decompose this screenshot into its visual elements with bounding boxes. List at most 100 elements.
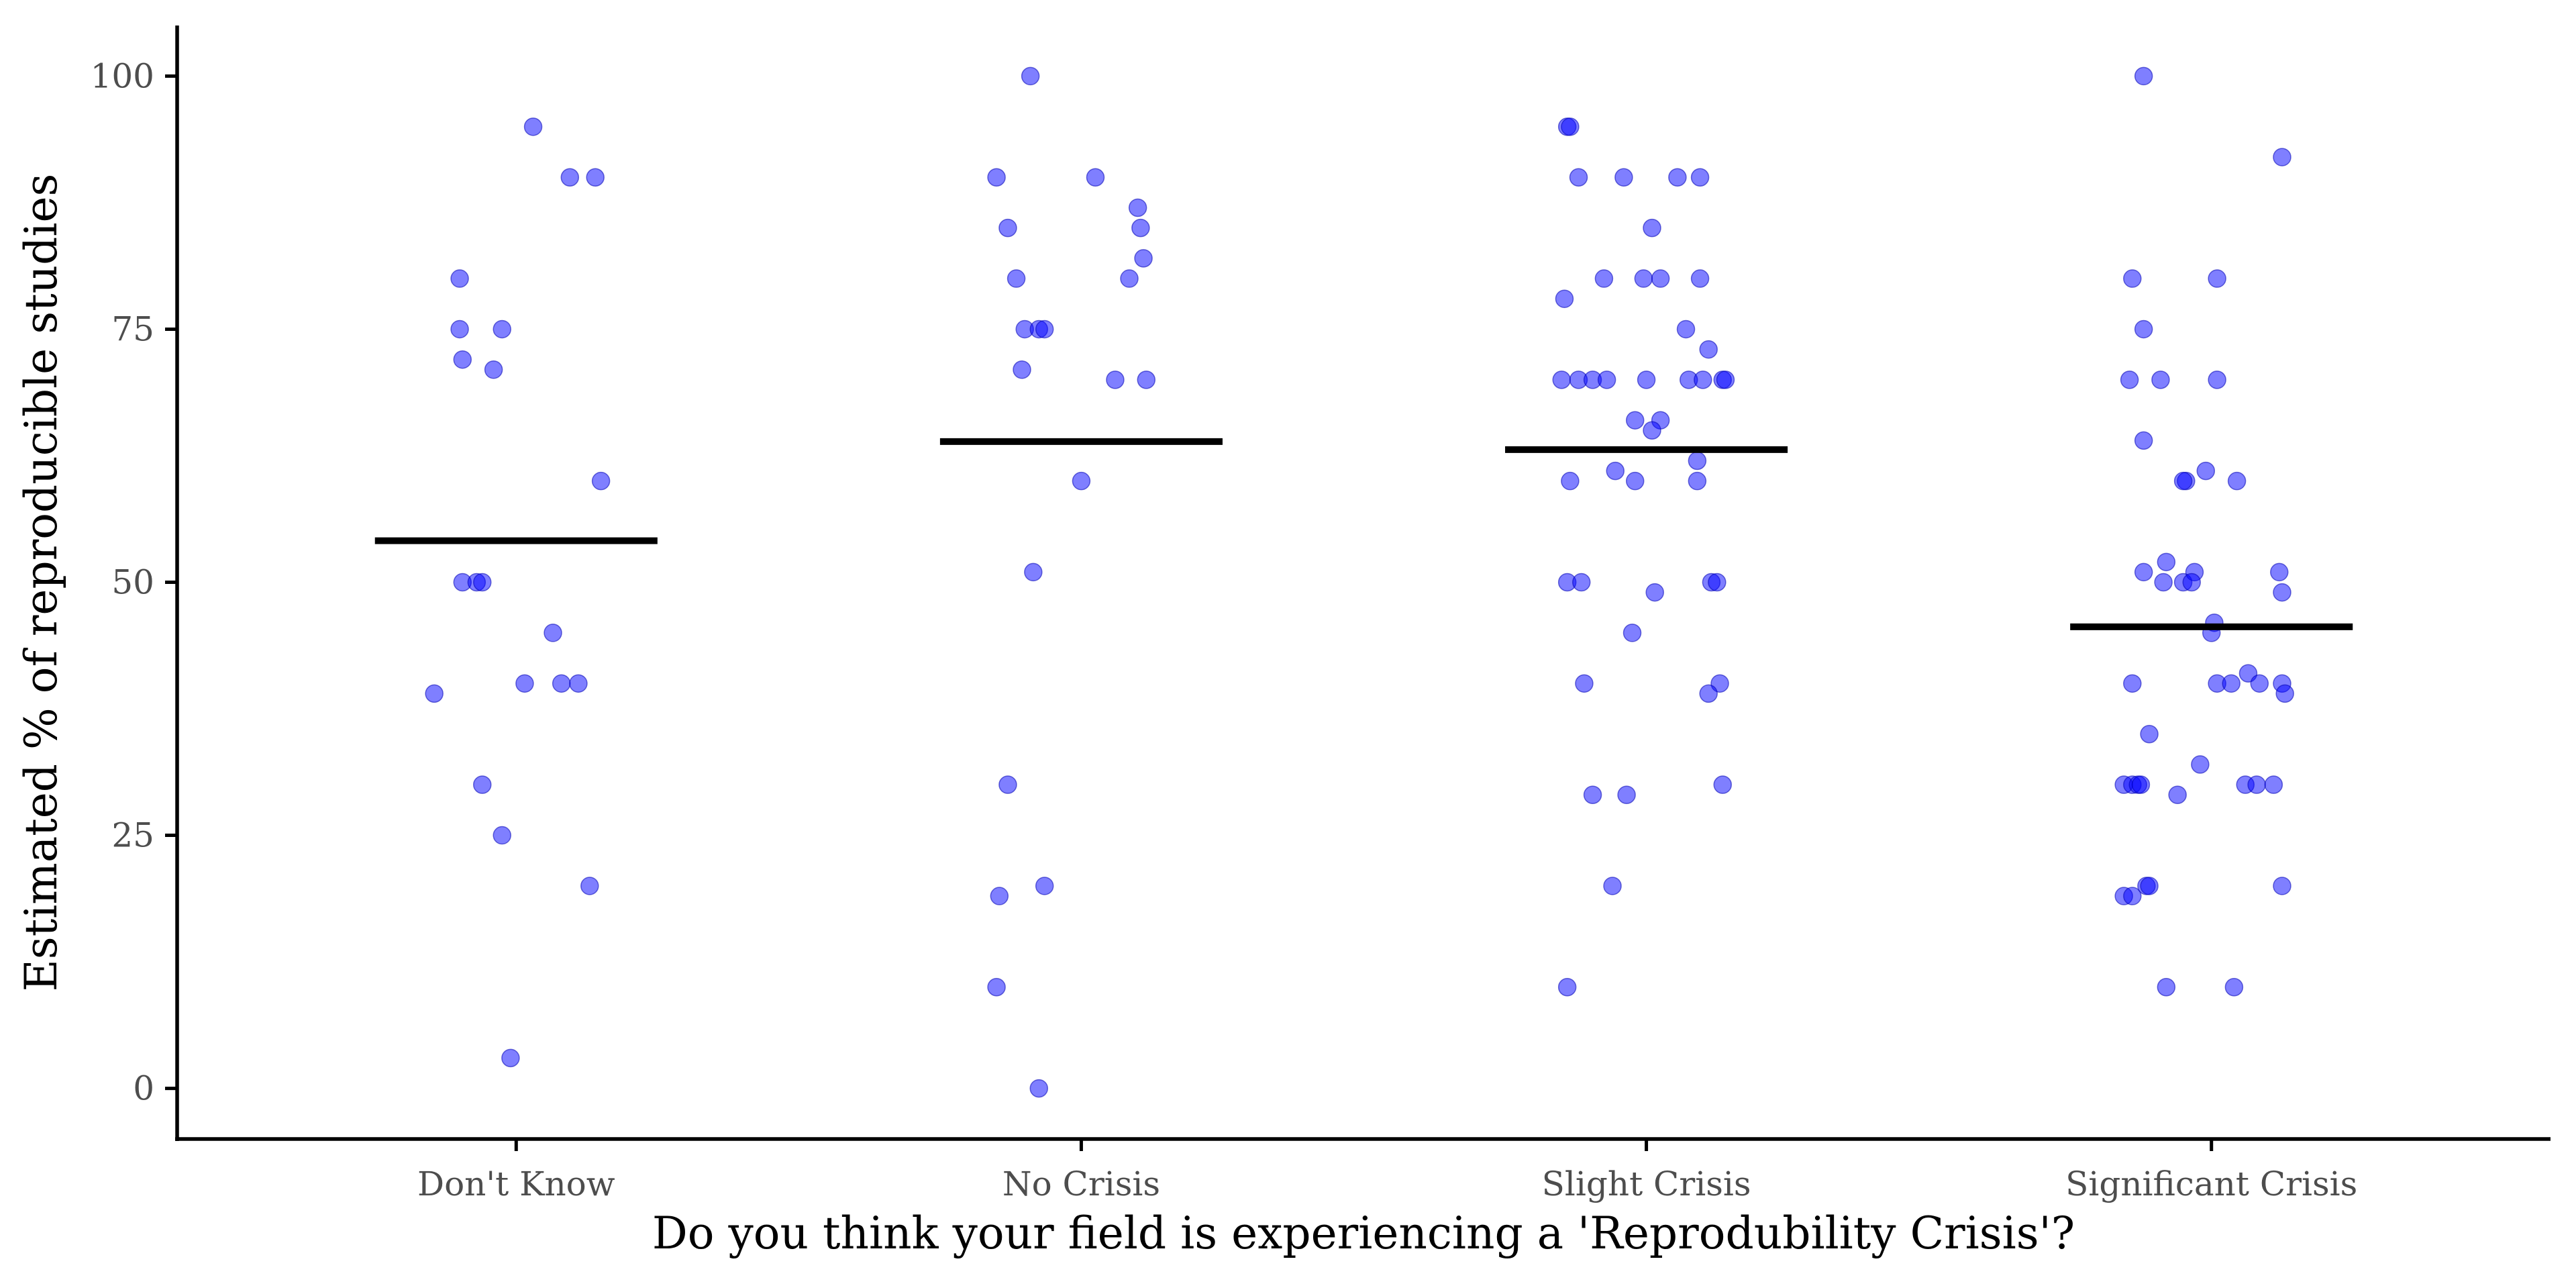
point-don-t-know-7: [484, 360, 503, 379]
point-significant-crisis-36: [2168, 785, 2187, 804]
point-no-crisis-20: [987, 978, 1006, 997]
point-slight-crisis-27: [1606, 461, 1625, 481]
point-slight-crisis-2: [1569, 168, 1588, 187]
x-tick-label-slight-crisis: Slight Crisis: [1542, 1165, 1751, 1203]
point-slight-crisis-29: [1625, 471, 1645, 491]
point-significant-crisis-20: [2273, 583, 2291, 602]
point-significant-crisis-29: [2275, 684, 2294, 703]
point-significant-crisis-41: [2123, 887, 2142, 905]
point-don-t-know-18: [493, 826, 511, 845]
point-no-crisis-12: [1013, 360, 1031, 379]
point-slight-crisis-1: [1561, 117, 1580, 136]
x-tick-label-no-crisis: No Crisis: [1002, 1165, 1160, 1203]
point-no-crisis-3: [998, 218, 1017, 238]
point-significant-crisis-46: [2224, 978, 2244, 997]
point-significant-crisis-24: [2123, 674, 2142, 693]
point-don-t-know-16: [569, 674, 588, 693]
point-slight-crisis-43: [1603, 877, 1622, 895]
point-don-t-know-20: [501, 1048, 520, 1068]
y-tick-label-50: 50: [111, 563, 154, 602]
point-significant-crisis-1: [2273, 148, 2291, 166]
point-slight-crisis-42: [1713, 775, 1733, 794]
x-tick-label-significant-crisis: Significant Crisis: [2065, 1165, 2357, 1203]
point-no-crisis-2: [1086, 168, 1105, 187]
point-slight-crisis-26: [1688, 451, 1707, 470]
x-axis-title: Do you think your field is experiencing …: [652, 1207, 2075, 1259]
y-tick-label-0: 0: [133, 1069, 154, 1108]
point-slight-crisis-40: [1583, 785, 1602, 804]
point-significant-crisis-0: [2134, 66, 2153, 86]
point-slight-crisis-41: [1617, 785, 1636, 804]
point-don-t-know-15: [552, 674, 571, 693]
x-tick-label-don-t-know: Don't Know: [417, 1165, 615, 1203]
point-no-crisis-7: [1007, 269, 1026, 288]
point-significant-crisis-35: [2131, 775, 2151, 794]
point-significant-crisis-15: [2154, 573, 2173, 592]
point-slight-crisis-35: [1708, 573, 1727, 592]
point-significant-crisis-30: [2140, 724, 2159, 744]
point-don-t-know-2: [586, 168, 605, 187]
point-significant-crisis-3: [2208, 269, 2226, 288]
point-significant-crisis-45: [2157, 978, 2176, 997]
y-axis-ticks: 0 25 50 75 100: [91, 56, 177, 1108]
point-significant-crisis-9: [2196, 461, 2216, 481]
y-tick-label-100: 100: [91, 56, 154, 95]
point-no-crisis-15: [1072, 471, 1091, 491]
point-slight-crisis-25: [1643, 421, 1661, 440]
point-significant-crisis-14: [2134, 562, 2153, 582]
point-significant-crisis-8: [2134, 431, 2153, 450]
point-don-t-know-5: [493, 319, 511, 339]
point-slight-crisis-22: [1716, 370, 1735, 389]
point-significant-crisis-43: [2140, 877, 2159, 895]
point-don-t-know-1: [560, 168, 580, 187]
point-significant-crisis-2: [2123, 269, 2142, 288]
point-no-crisis-1: [987, 168, 1006, 187]
point-slight-crisis-20: [1694, 370, 1712, 389]
point-no-crisis-11: [1035, 319, 1054, 339]
data-points: [425, 66, 2294, 1098]
point-slight-crisis-44: [1557, 978, 1577, 997]
point-slight-crisis-9: [1651, 269, 1670, 288]
point-slight-crisis-14: [1552, 370, 1571, 389]
point-slight-crisis-3: [1614, 168, 1633, 187]
point-don-t-know-0: [523, 117, 543, 136]
point-significant-crisis-39: [2264, 775, 2283, 794]
point-significant-crisis-4: [2134, 319, 2153, 339]
point-slight-crisis-23: [1625, 411, 1645, 430]
point-significant-crisis-19: [2270, 562, 2289, 582]
point-significant-crisis-31: [2191, 755, 2210, 774]
point-slight-crisis-6: [1643, 218, 1661, 238]
point-no-crisis-16: [1024, 562, 1043, 582]
point-no-crisis-8: [1120, 269, 1139, 288]
point-slight-crisis-36: [1622, 624, 1642, 642]
y-axis-title: Estimated % of reproducible studies: [15, 174, 67, 992]
mean-lines: [374, 438, 2353, 630]
point-no-crisis-13: [1106, 370, 1125, 389]
point-slight-crisis-8: [1634, 269, 1653, 288]
point-don-t-know-11: [473, 573, 492, 592]
point-slight-crisis-10: [1690, 269, 1710, 288]
point-slight-crisis-13: [1699, 340, 1718, 359]
y-tick-label-25: 25: [111, 816, 154, 855]
point-slight-crisis-4: [1668, 168, 1687, 187]
point-don-t-know-17: [473, 775, 492, 794]
point-slight-crisis-7: [1594, 269, 1614, 288]
point-don-t-know-6: [453, 350, 472, 369]
point-slight-crisis-12: [1676, 319, 1696, 339]
point-slight-crisis-37: [1575, 674, 1594, 693]
point-don-t-know-8: [591, 471, 611, 491]
point-no-crisis-21: [1029, 1079, 1049, 1098]
point-significant-crisis-7: [2208, 370, 2226, 389]
point-don-t-know-3: [450, 269, 469, 288]
point-slight-crisis-28: [1561, 471, 1580, 491]
point-significant-crisis-13: [2157, 552, 2176, 572]
point-don-t-know-14: [515, 674, 534, 693]
point-significant-crisis-44: [2273, 877, 2291, 895]
point-don-t-know-19: [580, 877, 599, 895]
x-axis-ticks: Don't Know No Crisis Slight Crisis Signific…: [417, 1139, 2357, 1203]
point-don-t-know-4: [450, 319, 469, 339]
point-significant-crisis-12: [2227, 471, 2247, 491]
point-no-crisis-17: [998, 775, 1017, 794]
point-slight-crisis-18: [1637, 370, 1656, 389]
point-significant-crisis-27: [2250, 674, 2269, 693]
